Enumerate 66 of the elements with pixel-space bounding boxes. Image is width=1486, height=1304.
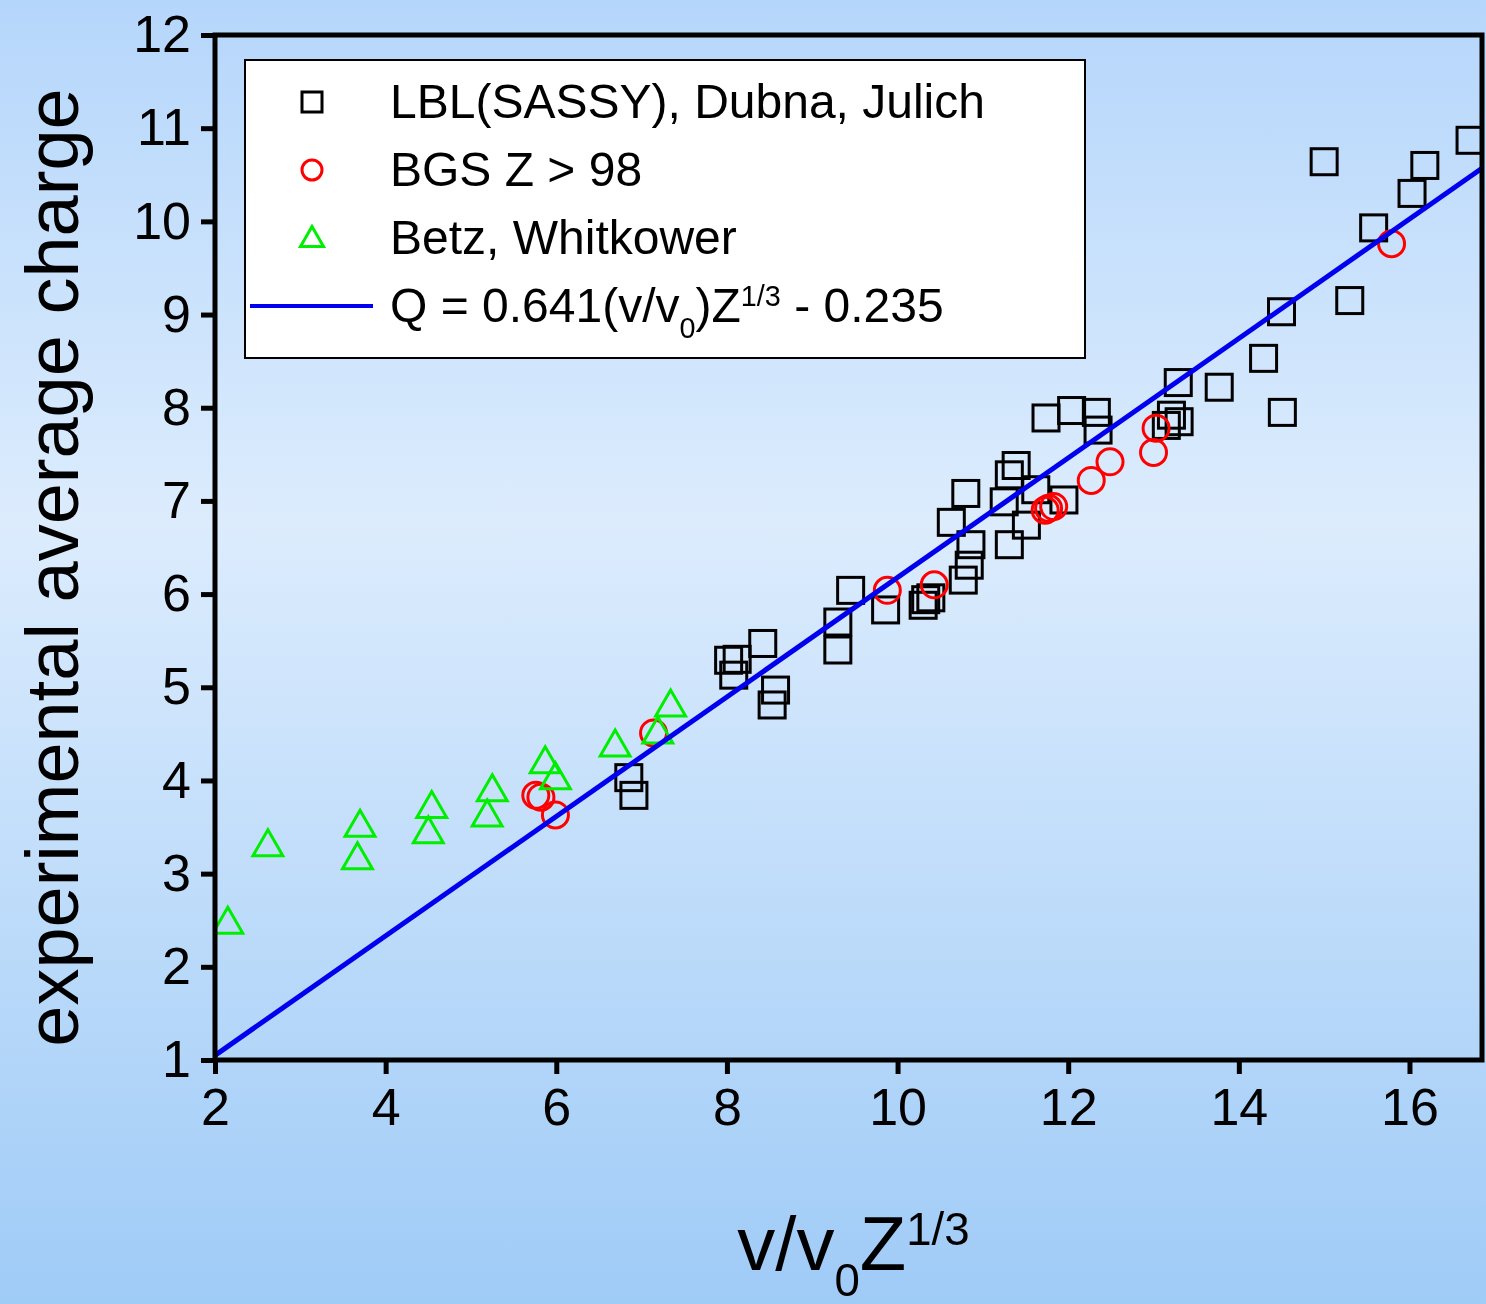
y-axis-title: experimental average charge [11,88,94,1047]
point [994,530,1024,560]
y-tick-label: 7 [162,471,191,530]
point [748,628,778,658]
point [411,815,445,845]
point [619,780,649,810]
point [475,773,509,803]
point [1397,178,1427,208]
x-tick-label: 14 [1210,1077,1269,1136]
legend-label: LBL(SASSY), Dubna, Julich [390,75,985,128]
legend-label: Betz, Whitkower [390,211,737,264]
y-tick-label: 11 [137,98,191,157]
y-tick-label: 1 [162,1030,191,1089]
point [919,570,949,600]
y-tick-label: 3 [162,843,191,902]
point [1001,451,1031,480]
legend-label: BGS Z > 98 [390,143,643,196]
y-tick-label: 6 [162,564,191,623]
x-tick-label: 2 [201,1077,230,1136]
y-tick-label: 12 [133,5,191,64]
point [994,460,1024,490]
point [1139,437,1169,467]
point [714,645,744,675]
y-tick-label: 2 [162,936,191,995]
point [1081,397,1111,427]
point [1267,397,1297,427]
x-tick-label: 12 [1039,1077,1098,1136]
point [1410,150,1440,180]
legend-label: Q = 0.641(v/v$_{0}$)Z$^{1/3}$ - 0.235 [390,279,944,344]
point [1076,465,1106,495]
point [654,688,688,718]
x-axis-title: v/v$_{0}$Z$^{1/3}$ [737,1201,970,1304]
y-tick-label: 4 [162,750,191,809]
y-tick-label: 9 [162,284,191,343]
point [470,798,504,828]
x-tick-label: 10 [869,1077,927,1136]
point [528,745,562,775]
point [954,550,984,580]
point [757,690,787,720]
point [1309,147,1339,177]
point [415,790,449,820]
point [1249,343,1279,373]
x-tick-label: 4 [371,1077,401,1136]
point [761,675,791,705]
x-tick-label: 6 [542,1077,572,1136]
point [341,841,374,871]
point [951,478,981,508]
point [823,635,853,665]
point [1031,403,1061,433]
y-tick-label: 10 [133,191,191,250]
point [948,565,978,595]
point [1095,447,1125,477]
point [251,828,285,858]
y-tick-label: 8 [162,377,191,436]
y-tick-label: 5 [162,657,191,716]
point [343,808,377,838]
x-tick-label: 16 [1381,1077,1439,1136]
x-tick-label: 8 [712,1077,742,1136]
point [598,728,632,758]
point [722,644,752,674]
point [1335,286,1365,316]
point [1141,413,1171,443]
point [1156,400,1186,430]
point [1057,396,1087,426]
point [1204,372,1234,402]
point [538,761,572,791]
